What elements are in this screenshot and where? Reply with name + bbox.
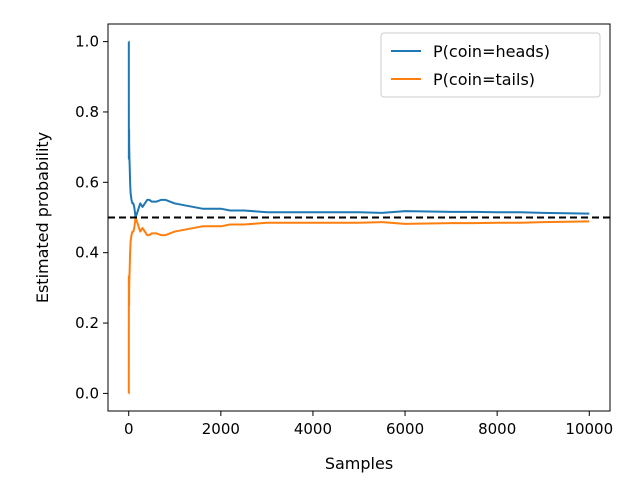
x-axis: 0 2000 4000 6000 8000 10000	[124, 411, 613, 438]
axes-frame	[107, 23, 611, 412]
x-tick-label: 4000	[294, 420, 332, 438]
y-tick-label: 1.0	[75, 33, 99, 51]
x-tick-label: 8000	[478, 420, 516, 438]
legend-label: P(coin=heads)	[433, 42, 550, 61]
x-tick-label: 10000	[565, 420, 613, 438]
y-tick-label: 0.2	[75, 314, 99, 332]
series-line-heads	[127, 40, 590, 219]
legend: P(coin=heads) P(coin=tails)	[380, 32, 601, 98]
legend-label: P(coin=tails)	[433, 70, 535, 89]
legend-box	[380, 32, 601, 98]
x-tick-label: 6000	[386, 420, 424, 438]
y-axis: 0.0 0.2 0.4 0.6 0.8 1.0	[75, 33, 108, 402]
x-tick-label: 0	[124, 420, 134, 438]
y-tick-label: 0.8	[75, 103, 99, 121]
plot-area	[127, 40, 590, 395]
y-tick-label: 0.6	[75, 173, 99, 191]
y-axis-label: Estimated probability	[33, 132, 52, 303]
x-tick-label: 2000	[202, 420, 240, 438]
x-axis-label: Samples	[325, 454, 393, 473]
series-line-tails	[127, 216, 590, 395]
y-tick-label: 0.4	[75, 244, 99, 262]
y-tick-label: 0.0	[75, 384, 99, 402]
